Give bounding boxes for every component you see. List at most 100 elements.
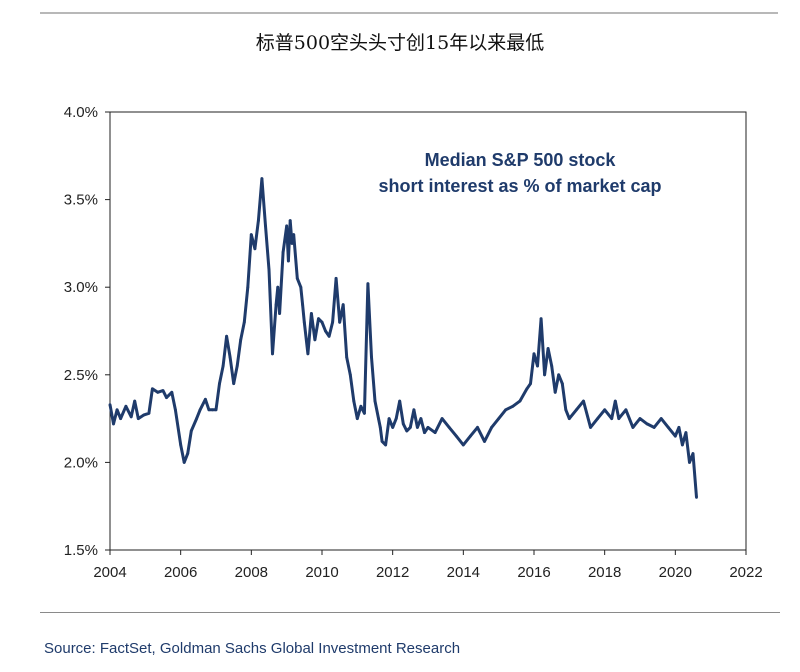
data-point xyxy=(295,277,299,280)
data-point xyxy=(525,387,529,391)
x-tick-label: 2010 xyxy=(305,564,338,581)
data-point xyxy=(207,408,211,412)
y-tick-label: 4.0% xyxy=(64,104,98,121)
line-chart: 2004 2006 2008 2010 2012 2014 2016 2018 2020 2022… xyxy=(64,104,763,581)
data-point xyxy=(543,373,546,377)
data-point xyxy=(161,389,165,392)
data-point xyxy=(324,329,327,333)
data-point xyxy=(550,364,554,368)
data-point xyxy=(352,399,356,403)
data-point xyxy=(426,426,430,429)
data-point xyxy=(490,426,493,429)
data-point xyxy=(567,417,571,420)
data-point xyxy=(536,364,539,368)
data-point xyxy=(334,277,338,280)
data-point xyxy=(363,411,366,415)
data-point xyxy=(124,404,128,408)
data-point xyxy=(174,408,177,412)
data-point xyxy=(274,303,278,307)
data-point xyxy=(677,426,681,429)
data-point xyxy=(302,320,306,324)
data-point xyxy=(539,317,543,321)
data-point xyxy=(659,417,663,420)
data-point xyxy=(378,426,382,429)
data-point xyxy=(306,352,310,356)
data-point xyxy=(179,443,183,447)
data-point xyxy=(433,431,437,434)
data-point xyxy=(529,382,532,385)
data-point xyxy=(532,352,536,356)
data-point xyxy=(214,408,218,412)
data-point xyxy=(666,426,670,429)
x-tick-label: 2022 xyxy=(729,564,762,581)
data-point xyxy=(617,417,621,420)
page-title: 标普500空头头寸创15年以来最低 xyxy=(255,32,545,54)
data-point xyxy=(405,429,409,433)
data-point xyxy=(398,399,402,403)
source-note: Source: FactSet, Goldman Sachs Global In… xyxy=(44,640,461,657)
data-point xyxy=(288,219,292,223)
data-point xyxy=(497,417,501,420)
data-point xyxy=(327,334,331,338)
data-point xyxy=(560,382,564,385)
data-point xyxy=(195,417,199,420)
data-point xyxy=(691,452,695,455)
data-point xyxy=(115,408,119,412)
x-tick-label: 2004 xyxy=(93,564,126,581)
top-rule xyxy=(40,12,778,14)
y-tick-label: 3.0% xyxy=(64,279,98,296)
data-point xyxy=(355,417,359,420)
data-point xyxy=(271,352,274,356)
data-point xyxy=(331,320,334,324)
x-tick-label: 2018 xyxy=(588,564,621,581)
data-point xyxy=(112,422,115,426)
data-points xyxy=(108,177,698,499)
data-point xyxy=(695,496,698,499)
data-point xyxy=(170,390,174,394)
data-point xyxy=(613,399,617,403)
x-axis: 2004 2006 2008 2010 2012 2014 2016 2018 2020 2022 xyxy=(93,550,763,581)
data-point xyxy=(165,396,168,399)
data-point xyxy=(287,259,290,263)
data-point xyxy=(408,426,412,429)
data-point xyxy=(681,443,684,447)
data-point xyxy=(257,219,260,223)
data-point xyxy=(553,390,557,394)
data-point xyxy=(239,338,243,342)
data-point xyxy=(688,461,691,464)
data-point xyxy=(610,417,614,420)
data-point xyxy=(394,417,398,420)
data-point xyxy=(278,312,281,315)
data-point xyxy=(589,426,592,429)
data-point xyxy=(292,233,296,237)
data-point xyxy=(147,411,151,415)
data-point xyxy=(370,355,373,359)
x-tick-label: 2006 xyxy=(164,564,197,581)
data-point xyxy=(476,426,479,429)
data-point xyxy=(345,355,349,359)
data-point xyxy=(264,224,267,228)
data-point xyxy=(338,320,342,324)
x-tick-label: 2014 xyxy=(447,564,480,581)
data-point xyxy=(423,431,426,434)
data-point xyxy=(299,285,303,289)
data-point xyxy=(461,443,465,447)
data-point xyxy=(204,397,207,401)
data-point xyxy=(564,408,568,412)
plot-frame xyxy=(109,111,747,551)
y-axis: 1.5% 2.0% 2.5% 3.0% 3.5% 4.0% xyxy=(64,104,110,559)
data-point xyxy=(631,426,635,429)
data-point xyxy=(624,408,628,412)
data-point xyxy=(454,434,458,438)
data-point xyxy=(377,417,380,420)
data-point xyxy=(225,334,229,338)
y-tick-label: 1.5% xyxy=(64,542,98,559)
data-point xyxy=(142,413,146,417)
data-point xyxy=(182,461,186,464)
y-tick-label: 3.5% xyxy=(64,192,98,209)
data-point xyxy=(317,317,320,321)
data-point xyxy=(447,426,451,429)
data-point xyxy=(281,250,285,254)
data-point xyxy=(380,440,384,443)
data-point xyxy=(228,355,232,359)
